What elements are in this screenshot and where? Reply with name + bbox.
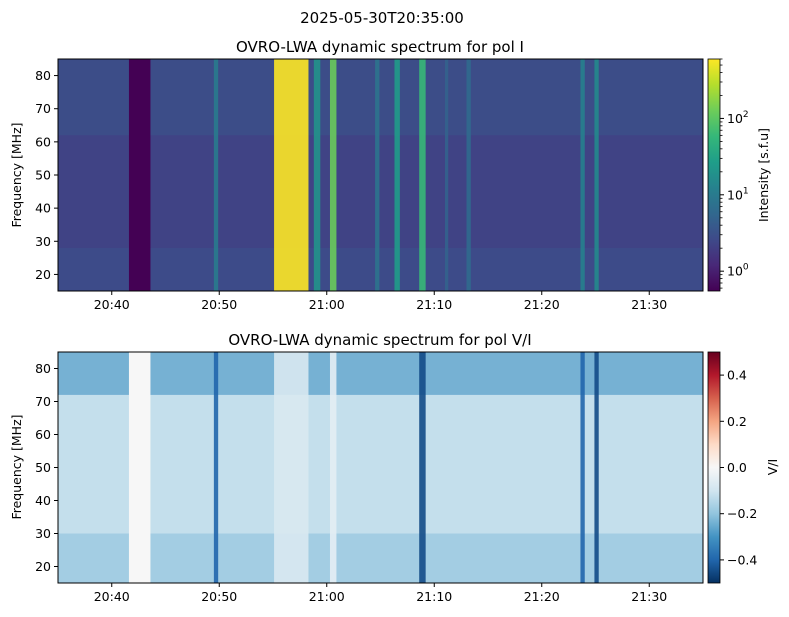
panel-pol-vi: OVRO-LWA dynamic spectrum for pol V/I 20…: [9, 331, 780, 604]
y-tick-label: 70: [35, 394, 51, 409]
heatmap-burst: [213, 352, 219, 583]
y-tick-label: 30: [35, 234, 51, 249]
colorbar-tick-label: −0.2: [727, 506, 757, 521]
x-tick-label: 21:10: [416, 297, 452, 312]
colorbar-ticks-pol-vi: 0.4 0.2 0.0 −0.2 −0.4: [720, 368, 757, 567]
y-tick-label: 40: [35, 493, 51, 508]
heatmap-burst: [329, 59, 337, 291]
y-tick-label: 70: [35, 101, 51, 116]
colorbar-pol-vi: [707, 351, 721, 584]
figure-suptitle: 2025-05-30T20:35:00: [300, 9, 464, 27]
colorbar-tick-label: 0.2: [727, 414, 747, 429]
heatmap-burst: [313, 59, 321, 291]
colorbar-tick-label: 0.0: [727, 460, 747, 475]
axes-pol-i: 20:40 20:50 21:00 21:10 21:20 21:30 20 30 40 50 60…: [35, 68, 667, 312]
heatmap-band: [58, 352, 703, 395]
colorbar-label: Intensity [s.f.u]: [756, 128, 771, 222]
heatmap-burst: [594, 59, 599, 291]
x-tick-label: 20:50: [201, 297, 237, 312]
heatmap-burst: [329, 352, 337, 583]
colorbar-label: V/I: [765, 459, 780, 475]
y-tick-label: 20: [35, 559, 51, 574]
y-tick-label: 20: [35, 267, 51, 282]
heatmap-burst: [419, 59, 426, 291]
heatmap-band: [58, 533, 703, 583]
colorbar-tick-label: 100: [727, 263, 749, 279]
y-tick-label: 50: [35, 460, 51, 475]
axes-pol-vi: 20:40 20:50 21:00 21:10 21:20 21:30 20 30 40 50 60…: [35, 361, 667, 604]
colorbar-tick-label: 102: [727, 110, 749, 126]
y-axis-label: Frequency [MHz]: [9, 414, 24, 519]
heatmap-burst: [274, 59, 309, 291]
heatmap-burst: [419, 352, 426, 583]
heatmap-burst: [445, 59, 449, 291]
heatmap-gap: [128, 59, 151, 291]
heatmap-gap: [128, 352, 151, 583]
heatmap-band: [58, 247, 703, 291]
colorbar-tick-label: 101: [727, 186, 749, 202]
heatmap-pol-i: [58, 59, 703, 291]
x-tick-label: 21:30: [631, 297, 667, 312]
heatmap-burst: [274, 352, 309, 583]
x-tick-label: 21:20: [524, 297, 560, 312]
panel-pol-i: OVRO-LWA dynamic spectrum for pol I 20:4…: [9, 38, 771, 312]
colorbar-tick-label: −0.4: [727, 552, 757, 567]
heatmap-burst: [466, 59, 471, 291]
heatmap-band: [58, 59, 703, 136]
y-tick-label: 60: [35, 427, 51, 442]
heatmap-burst: [375, 59, 380, 291]
heatmap-burst: [580, 59, 585, 291]
x-tick-label: 20:40: [94, 589, 130, 604]
heatmap-burst: [213, 59, 219, 291]
heatmap-burst: [394, 59, 400, 291]
y-tick-label: 80: [35, 361, 51, 376]
heatmap-burst: [580, 352, 585, 583]
x-tick-label: 21:20: [524, 589, 560, 604]
x-tick-label: 21:30: [631, 589, 667, 604]
x-tick-label: 20:40: [94, 297, 130, 312]
y-tick-label: 40: [35, 201, 51, 216]
panel-title: OVRO-LWA dynamic spectrum for pol V/I: [228, 331, 531, 349]
heatmap-pol-vi: [58, 352, 703, 583]
y-tick-label: 60: [35, 134, 51, 149]
x-tick-label: 21:00: [309, 589, 345, 604]
y-axis-label: Frequency [MHz]: [9, 122, 24, 227]
colorbar-tick-label: 0.4: [727, 368, 747, 383]
colorbar-pol-i: [707, 58, 721, 292]
x-tick-label: 21:00: [309, 297, 345, 312]
x-tick-label: 21:10: [416, 589, 452, 604]
heatmap-burst: [594, 352, 599, 583]
y-tick-label: 80: [35, 68, 51, 83]
x-tick-label: 20:50: [201, 589, 237, 604]
colorbar-ticks-pol-i: 100 101 102: [720, 58, 749, 289]
y-tick-label: 50: [35, 168, 51, 183]
panel-title: OVRO-LWA dynamic spectrum for pol I: [236, 38, 524, 56]
y-tick-label: 30: [35, 526, 51, 541]
